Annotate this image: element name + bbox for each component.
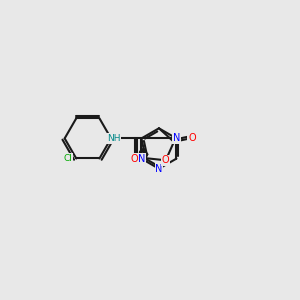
Text: Cl: Cl <box>64 154 72 163</box>
Text: O: O <box>162 155 169 165</box>
Text: O: O <box>131 154 139 164</box>
Text: NH: NH <box>107 134 120 143</box>
Text: N: N <box>155 164 163 174</box>
Text: N: N <box>173 134 180 143</box>
Text: O: O <box>188 133 196 143</box>
Text: N: N <box>138 154 145 164</box>
